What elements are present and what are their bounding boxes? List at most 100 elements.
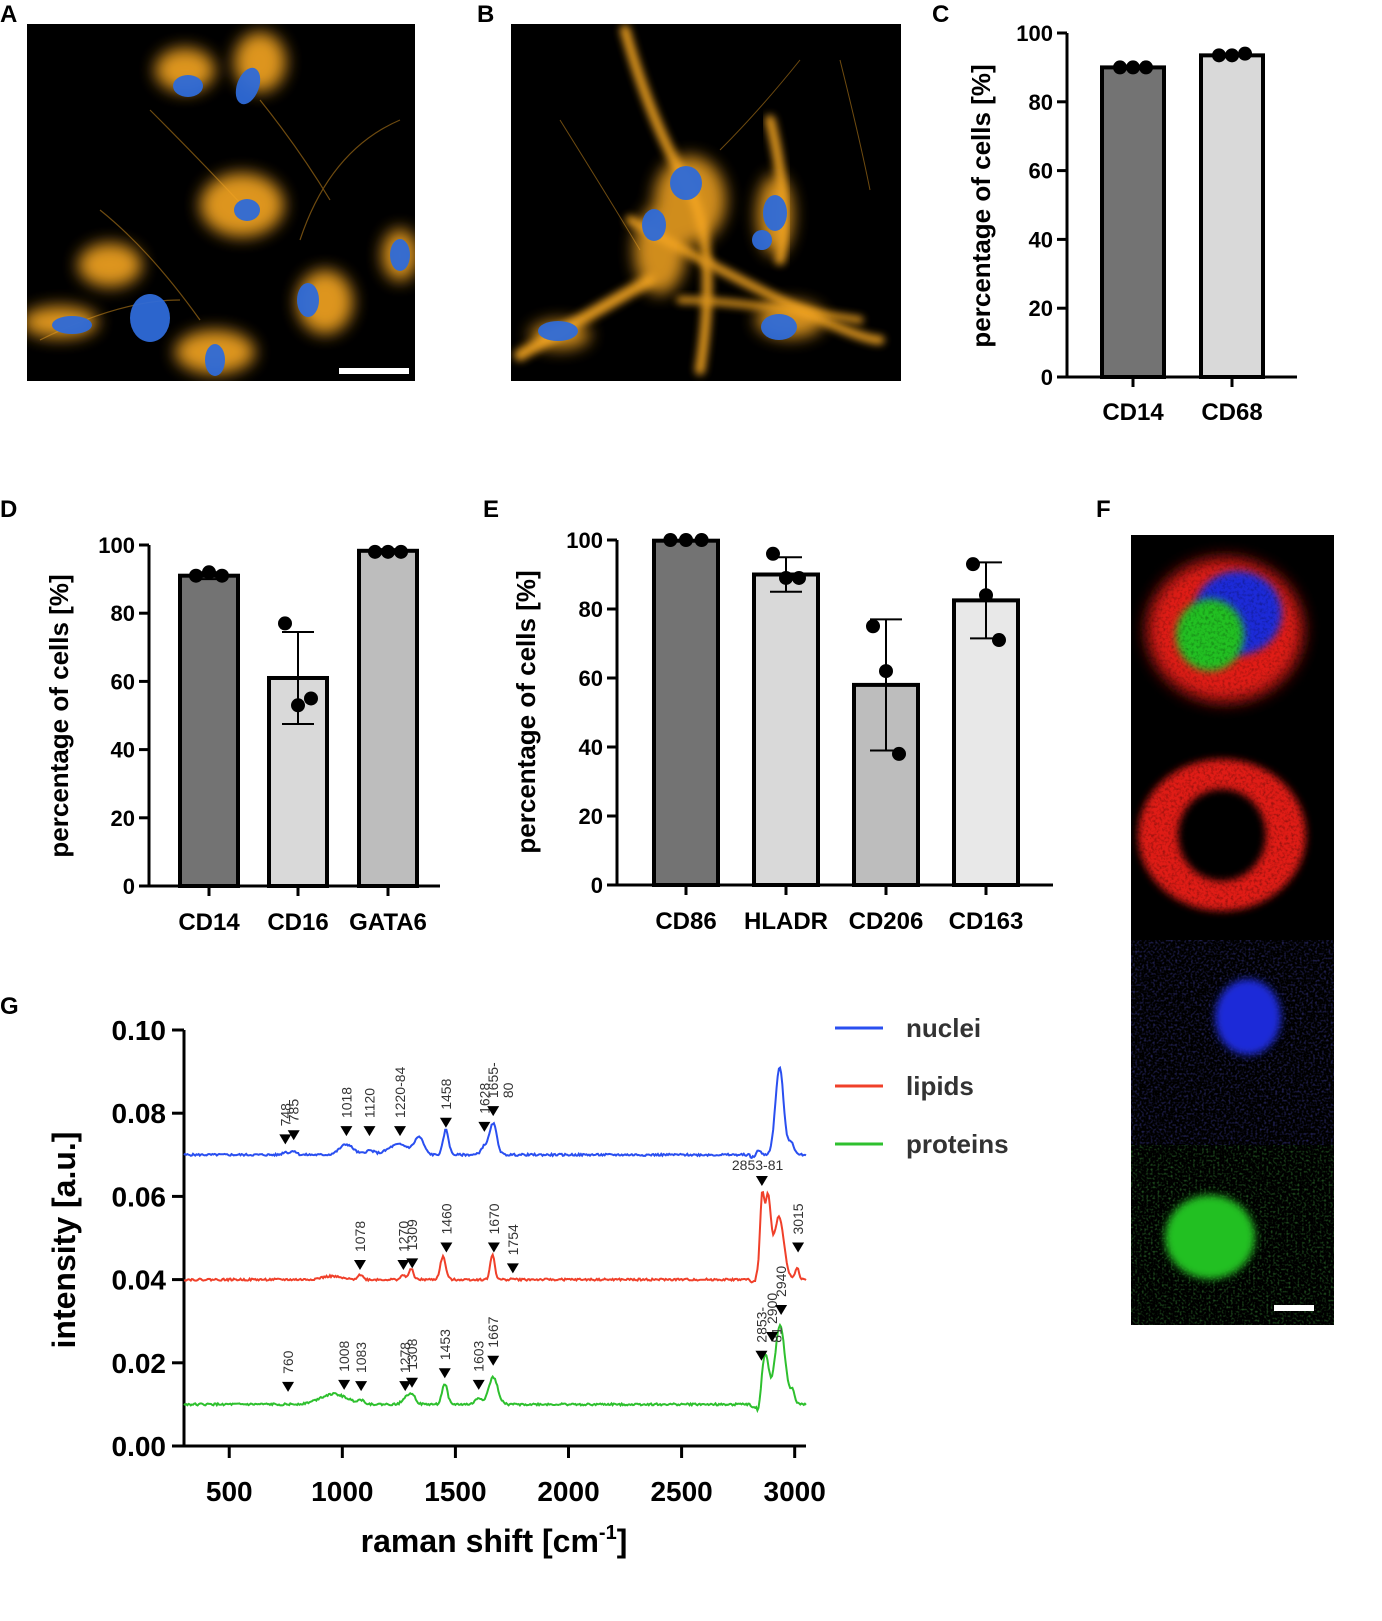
x-axis-title: raman shift [cm-1] [361, 1522, 628, 1559]
peak-label: 1018 [338, 1087, 354, 1118]
panel-label-a: A [0, 1, 17, 28]
panel-label-b: B [477, 1, 494, 28]
peak-marker [282, 1381, 295, 1392]
bar [652, 538, 720, 887]
category-label: CD86 [655, 908, 716, 935]
micrograph-f-lipids [1131, 735, 1334, 940]
scale-bar [339, 368, 409, 374]
bar [357, 548, 419, 888]
x-axis-title-superscript: -1 [599, 1522, 617, 1544]
peak-marker [506, 1263, 519, 1274]
data-point [892, 746, 906, 761]
peak-label: 1628 [476, 1083, 492, 1114]
y-tick-label: 40 [1029, 227, 1053, 252]
bar-chart-e: percentage of cells [%] CD86 HLADR CD206 CD… [511, 528, 1053, 935]
peak-label: 1270 [395, 1221, 411, 1252]
peak-label: 1120 [361, 1088, 377, 1118]
x-tick-label: 1000 [311, 1476, 373, 1507]
y-tick-label: 20 [579, 804, 603, 829]
data-point [215, 568, 229, 583]
panel-label-e: E [483, 496, 499, 523]
peak-marker [755, 1176, 768, 1186]
bar [952, 598, 1020, 887]
peak-label: 1008 [336, 1340, 352, 1371]
y-tick-label: 0.04 [112, 1265, 167, 1296]
micrograph-f-nuclei [1131, 940, 1334, 1145]
y-tick-label: 20 [111, 806, 135, 831]
x-tick-label: 500 [206, 1476, 253, 1507]
y-tick-label: 80 [1029, 90, 1053, 115]
category-label: CD206 [849, 908, 924, 935]
y-tick-label: 20 [1029, 296, 1053, 321]
data-point [792, 570, 806, 585]
data-point [992, 633, 1006, 648]
bar [178, 573, 240, 888]
peak-label: 2940 [773, 1266, 789, 1297]
x-tick-label: 1500 [424, 1476, 486, 1507]
scale-bar [1274, 1305, 1314, 1311]
peak-label: 1308 [404, 1338, 420, 1369]
y-tick-label: 0.06 [112, 1181, 167, 1212]
x-tick-label: 3000 [764, 1476, 826, 1507]
y-tick-label: 100 [566, 528, 603, 553]
y-axis-title: percentage of cells [%] [966, 64, 996, 347]
micrograph-f-proteins [1131, 1145, 1334, 1325]
peak-label: 2900 [764, 1293, 780, 1324]
peak-marker [279, 1134, 292, 1145]
data-point [879, 664, 893, 679]
peak-label: 2853-81 [732, 1157, 784, 1173]
peak-label: 1278 [397, 1342, 413, 1373]
peak-label: 3015 [790, 1203, 806, 1234]
peak-marker [338, 1379, 351, 1390]
peak-label: 1458 [438, 1078, 454, 1109]
data-point [766, 546, 780, 561]
x-tick-label: 2000 [537, 1476, 599, 1507]
peak-marker [355, 1381, 368, 1392]
peak-marker [440, 1242, 453, 1253]
peak-label: 1460 [438, 1203, 454, 1234]
peak-marker [755, 1350, 768, 1361]
y-axis-title: percentage of cells [%] [511, 570, 541, 853]
data-point [1225, 48, 1239, 63]
peak-marker [287, 1130, 300, 1141]
data-point [278, 616, 292, 631]
peak-marker [353, 1260, 366, 1271]
data-point [1113, 60, 1127, 75]
y-tick-label: 40 [111, 738, 135, 763]
data-point [966, 557, 980, 572]
y-tick-label: 40 [579, 735, 603, 760]
spectrum-line-proteins [183, 1322, 807, 1414]
peak-label: 2853- [753, 1307, 769, 1343]
peak-label: 1078 [352, 1221, 368, 1252]
y-tick-label: 0.10 [112, 1015, 167, 1046]
x-axis-title-main: raman shift [cm [361, 1523, 599, 1559]
data-point [866, 619, 880, 634]
bar [752, 572, 820, 887]
data-point [679, 533, 693, 547]
data-point [368, 544, 382, 559]
category-label: GATA6 [349, 909, 427, 936]
peak-label: 1754 [505, 1224, 521, 1255]
panel-label-d: D [0, 496, 17, 523]
peak-label: 1083 [353, 1342, 369, 1373]
y-tick-label: 80 [111, 601, 135, 626]
x-axis-title-end: ] [617, 1523, 628, 1559]
legend-label-nuclei: nuclei [906, 1013, 981, 1043]
y-axis-title: percentage of cells [%] [44, 574, 74, 857]
peak-marker [775, 1304, 788, 1315]
bar-chart-c: percentage of cells [%] CD14 CD68 0 20 40 60 8… [966, 21, 1297, 426]
panel-label-c: C [932, 1, 949, 28]
y-tick-label: 0.00 [112, 1431, 167, 1462]
peak-marker [487, 1355, 500, 1366]
peak-label: 1667 [485, 1316, 501, 1347]
peak-marker [439, 1117, 452, 1128]
peak-marker [487, 1242, 500, 1253]
data-point [189, 568, 203, 583]
bar-chart-d: percentage of cells [%] CD14 CD16 GATA6 0 20… [44, 533, 440, 936]
panel-label-g: G [0, 993, 19, 1020]
spectrum-line-nuclei [183, 1065, 807, 1160]
data-point [663, 533, 678, 547]
micrograph-b [511, 24, 901, 381]
data-point [779, 570, 793, 585]
peak-marker [394, 1126, 407, 1137]
